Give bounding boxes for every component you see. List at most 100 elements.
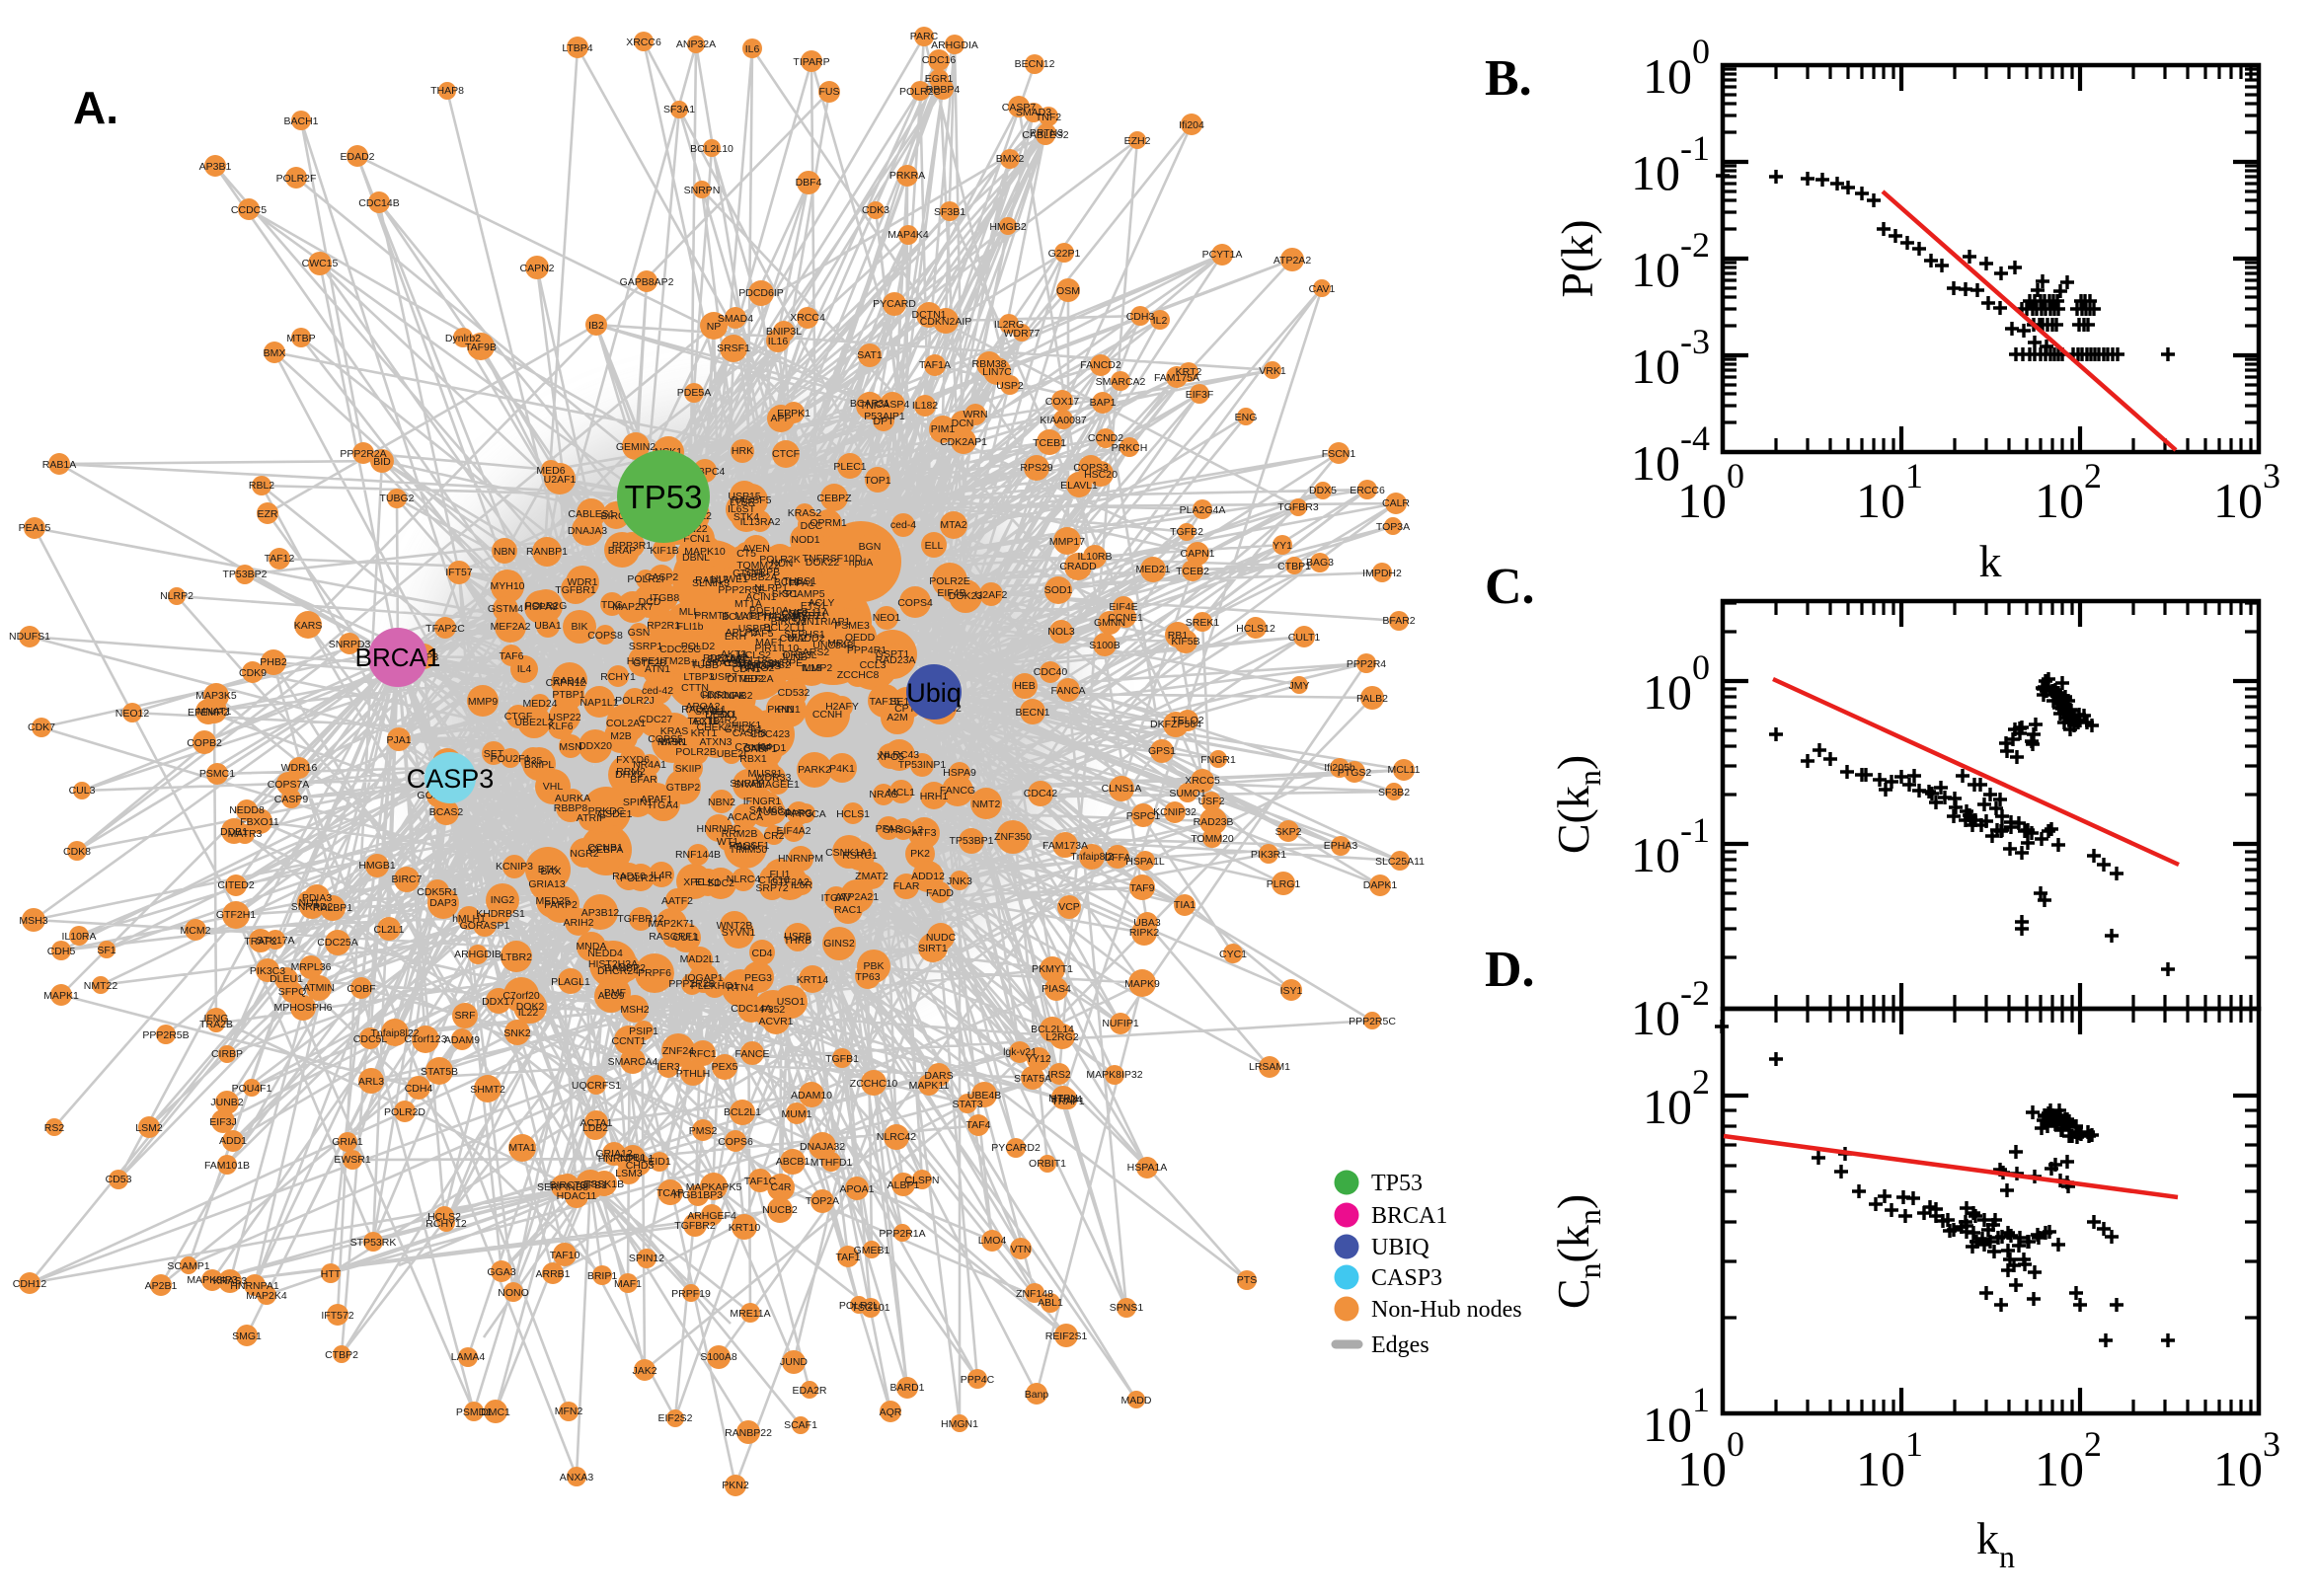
svg-text:SIVA1: SIVA1	[734, 779, 763, 791]
svg-text:CASP7: CASP7	[1002, 102, 1037, 114]
svg-text:EFEMP2: EFEMP2	[188, 707, 229, 719]
svg-text:NONO: NONO	[498, 1287, 529, 1299]
svg-text:ATP2A21: ATP2A21	[835, 891, 879, 903]
svg-text:SMARCA4: SMARCA4	[608, 1056, 658, 1068]
svg-text:MTHFD1: MTHFD1	[811, 1157, 853, 1169]
svg-text:ADD1: ADD1	[219, 1135, 247, 1147]
svg-text:XPC: XPC	[683, 876, 705, 888]
svg-text:SEPHS1: SEPHS1	[784, 629, 825, 641]
svg-text:SDC2: SDC2	[707, 877, 734, 889]
svg-text:LSM3: LSM3	[615, 1168, 643, 1179]
svg-text:GTF2B: GTF2B	[633, 657, 666, 669]
svg-text:IL10RA: IL10RA	[61, 931, 96, 943]
svg-text:ERH: ERH	[725, 631, 746, 643]
svg-text:EIF4E: EIF4E	[1109, 601, 1137, 613]
svg-text:MEF2A2: MEF2A2	[491, 621, 531, 633]
svg-text:IFNG: IFNG	[203, 1013, 228, 1025]
svg-text:U2AF1: U2AF1	[544, 474, 577, 486]
svg-text:PPP4R1: PPP4R1	[847, 645, 887, 656]
svg-text:ABL1: ABL1	[1038, 1297, 1063, 1309]
svg-text:COX17: COX17	[1045, 396, 1080, 408]
svg-text:LTBP4: LTBP4	[562, 42, 592, 54]
svg-text:TEX11: TEX11	[687, 716, 718, 727]
svg-text:TNFRSF10D: TNFRSF10D	[803, 553, 863, 565]
svg-text:MAF1: MAF1	[614, 1278, 642, 1290]
svg-text:CDC16: CDC16	[922, 54, 957, 66]
svg-text:GRIA12: GRIA12	[595, 1148, 633, 1160]
svg-text:LTBR: LTBR	[730, 496, 755, 508]
svg-text:GTF2A2: GTF2A2	[770, 876, 810, 888]
svg-text:PDCD6IP: PDCD6IP	[738, 287, 784, 299]
svg-text:RAD50: RAD50	[612, 871, 646, 882]
svg-text:TOP3A: TOP3A	[1376, 521, 1410, 533]
svg-text:NDN: NDN	[771, 558, 794, 570]
svg-text:TAF5: TAF5	[749, 628, 774, 640]
svg-text:CUL3: CUL3	[69, 785, 96, 797]
svg-text:PRMT5: PRMT5	[694, 610, 730, 622]
svg-text:TAF9: TAF9	[1130, 882, 1155, 894]
svg-text:BFAR: BFAR	[630, 774, 657, 786]
svg-text:EGR1: EGR1	[925, 73, 954, 85]
svg-text:ZNF24: ZNF24	[662, 1045, 694, 1057]
svg-text:USO1: USO1	[777, 996, 806, 1008]
svg-text:TCAP: TCAP	[656, 1187, 684, 1199]
svg-text:AP2B1: AP2B1	[145, 1280, 178, 1292]
svg-text:BRAP: BRAP	[608, 545, 637, 557]
svg-text:SF3B2: SF3B2	[1378, 787, 1410, 798]
svg-text:MCM2: MCM2	[181, 925, 211, 937]
svg-text:IL13RA1: IL13RA1	[692, 657, 733, 669]
svg-text:C4R: C4R	[770, 1181, 791, 1193]
svg-text:UQCRFS1: UQCRFS1	[572, 1080, 621, 1092]
svg-text:PARK2: PARK2	[798, 764, 831, 776]
svg-text:TUBG2: TUBG2	[379, 493, 414, 504]
svg-text:GSTM4: GSTM4	[488, 603, 523, 615]
svg-text:EDA2R: EDA2R	[792, 1385, 826, 1397]
svg-text:FANCE: FANCE	[734, 1048, 769, 1060]
svg-text:BCL2L11: BCL2L11	[763, 622, 806, 634]
svg-text:ATN1: ATN1	[645, 663, 670, 675]
svg-text:MAF1: MAF1	[755, 637, 783, 648]
svg-text:SNW1: SNW1	[695, 706, 725, 718]
svg-text:RRM2: RRM2	[616, 766, 646, 778]
svg-text:PSMC1: PSMC1	[199, 768, 235, 780]
svg-text:CCNB1: CCNB1	[587, 842, 623, 854]
svg-text:CWC15: CWC15	[302, 258, 339, 269]
svg-text:ZNF148: ZNF148	[1016, 1288, 1053, 1300]
svg-text:CTCF: CTCF	[772, 448, 800, 460]
svg-text:GSN: GSN	[628, 627, 651, 639]
svg-text:MAPK9: MAPK9	[1124, 978, 1160, 990]
svg-text:GTF2F1: GTF2F1	[724, 723, 762, 735]
svg-text:TGFBR2: TGFBR2	[674, 1220, 716, 1232]
svg-text:WDR33: WDR33	[755, 772, 792, 784]
svg-text:PRKRA: PRKRA	[889, 170, 925, 182]
svg-text:IL10RB: IL10RB	[1077, 551, 1112, 563]
svg-text:THBS1: THBS1	[783, 575, 816, 587]
svg-text:npdA: npdA	[849, 557, 874, 569]
svg-text:PSPC1: PSPC1	[1126, 810, 1161, 822]
svg-text:VTN: VTN	[1011, 1244, 1032, 1255]
svg-text:PIM1: PIM1	[931, 423, 956, 435]
svg-text:PARG2: PARG2	[740, 662, 775, 674]
svg-text:XPO5: XPO5	[877, 751, 904, 763]
svg-text:CT5: CT5	[736, 548, 756, 560]
svg-text:Banp: Banp	[1025, 1389, 1049, 1401]
svg-text:XRCC4: XRCC4	[790, 312, 825, 324]
svg-text:HNRNPC: HNRNPC	[697, 823, 741, 835]
svg-text:DCTN1: DCTN1	[911, 309, 946, 321]
svg-text:HDAC11: HDAC11	[557, 1190, 597, 1202]
svg-text:HNRNPK: HNRNPK	[702, 690, 745, 702]
svg-text:TDG: TDG	[601, 599, 623, 611]
svg-text:MAP3K5: MAP3K5	[195, 690, 237, 702]
svg-text:DDX20: DDX20	[579, 740, 612, 752]
svg-text:DARS: DARS	[924, 1070, 953, 1082]
svg-text:MSH2: MSH2	[620, 1004, 649, 1016]
svg-text:TRIAP1: TRIAP1	[814, 616, 851, 628]
svg-text:BMX: BMX	[264, 347, 286, 359]
svg-text:HRK: HRK	[732, 445, 753, 457]
svg-text:POLR2J: POLR2J	[615, 695, 655, 707]
svg-text:BAP1: BAP1	[1090, 397, 1117, 409]
svg-text:KCNIP32: KCNIP32	[1153, 806, 1197, 818]
svg-text:CHD3: CHD3	[626, 1160, 655, 1172]
svg-text:HIST2H3A: HIST2H3A	[588, 958, 638, 970]
svg-text:SCAMP1: SCAMP1	[167, 1260, 209, 1272]
